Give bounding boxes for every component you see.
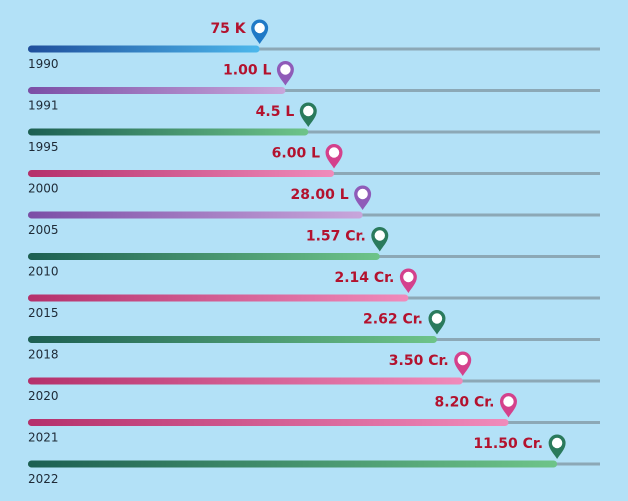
value-label: 1.00 L: [223, 63, 271, 79]
map-pin-icon: [354, 185, 372, 210]
value-label: 2.62 Cr.: [363, 312, 423, 328]
bar-row: 2000 6.00 L: [28, 144, 600, 196]
bar: [28, 253, 380, 260]
bar-row: 2018 2.62 Cr.: [28, 310, 600, 362]
bar-track: [28, 47, 600, 51]
bar-track: [28, 130, 600, 134]
bar: [28, 128, 309, 136]
bar-row: 1995 4.5 L: [28, 102, 600, 154]
bar-row: 2022 11.50 Cr.: [28, 434, 600, 486]
bar: [28, 377, 463, 385]
year-label: 2005: [28, 223, 59, 237]
value-label: 28.00 L: [291, 187, 349, 203]
year-label: 2015: [28, 306, 59, 320]
value-label: 1.57 Cr.: [306, 229, 366, 245]
value-label: 6.00 L: [272, 146, 320, 162]
year-label: 2022: [28, 472, 59, 486]
bar: [28, 170, 335, 177]
year-label: 2000: [28, 182, 59, 196]
bar: [28, 419, 509, 426]
bar: [28, 87, 286, 94]
map-pin-icon: [251, 19, 269, 44]
value-label: 75 K: [210, 21, 246, 37]
value-label: 3.50 Cr.: [389, 353, 449, 369]
year-label: 1990: [28, 57, 59, 71]
map-pin-icon: [499, 392, 517, 418]
value-label: 2.14 Cr.: [334, 270, 394, 286]
value-label: 4.5 L: [256, 104, 295, 120]
map-pin-icon: [371, 227, 389, 252]
bar: [28, 294, 409, 302]
map-pin-icon: [454, 351, 472, 376]
bar: [28, 336, 437, 343]
bar-row: 1991 1.00 L: [28, 61, 600, 113]
map-pin-icon: [325, 144, 343, 169]
year-label: 2021: [28, 431, 59, 445]
bar-row: 1990 75 K: [28, 19, 600, 71]
value-label: 8.20 Cr.: [435, 395, 495, 411]
map-pin-icon: [399, 268, 417, 293]
map-pin-icon: [276, 61, 294, 86]
value-label: 11.50 Cr.: [473, 436, 543, 452]
year-label: 2020: [28, 389, 59, 403]
bar-track: [28, 89, 600, 92]
bar-row: 2020 3.50 Cr.: [28, 351, 600, 403]
bar: [28, 211, 363, 219]
bar: [28, 45, 260, 53]
year-label: 2010: [28, 265, 59, 279]
bar-row: 2010 1.57 Cr.: [28, 227, 600, 279]
bar-row: 2021 8.20 Cr.: [28, 392, 600, 445]
year-label: 1991: [28, 99, 59, 113]
year-label: 2018: [28, 348, 59, 362]
map-pin-icon: [548, 434, 566, 459]
map-pin-icon: [428, 310, 446, 335]
bar-row: 2015 2.14 Cr.: [28, 268, 600, 320]
bar: [28, 460, 558, 468]
year-label: 1995: [28, 140, 59, 154]
map-pin-icon: [299, 102, 317, 127]
bar-row: 2005 28.00 L: [28, 185, 600, 237]
